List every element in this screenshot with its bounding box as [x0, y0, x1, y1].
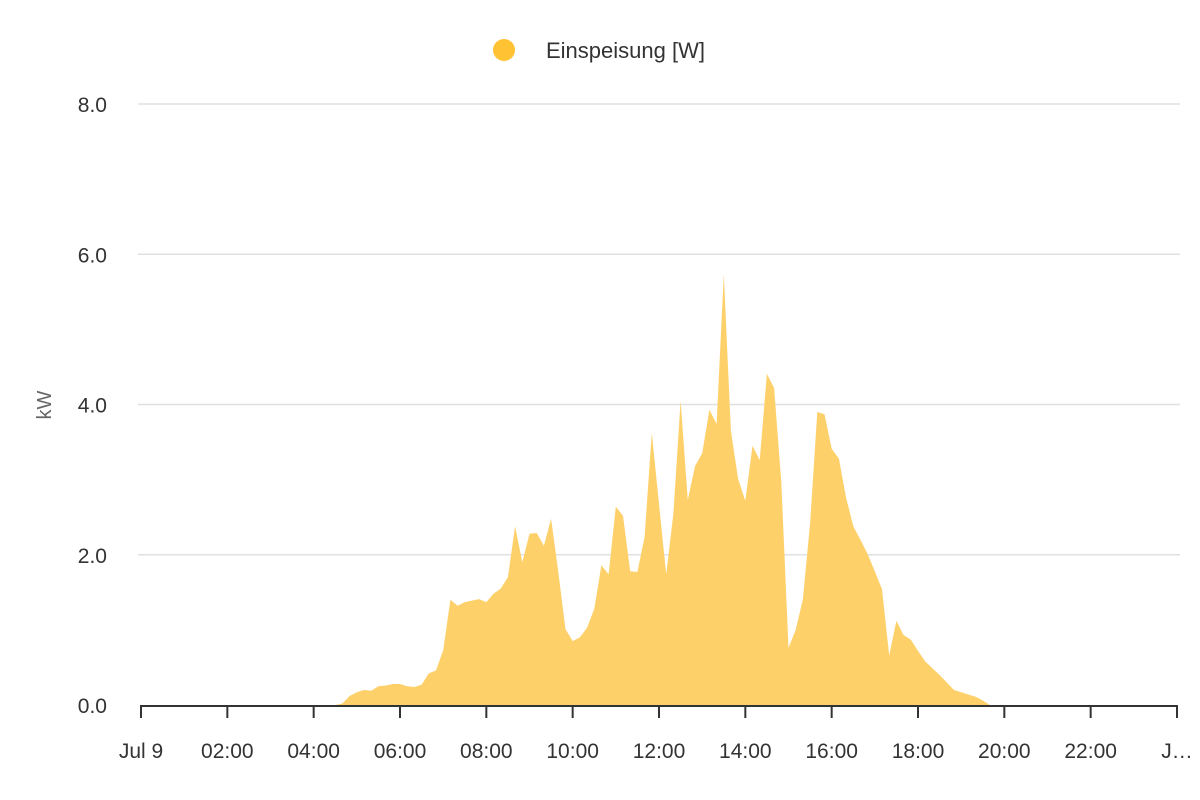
- x-tick-label: 18:00: [892, 740, 945, 763]
- x-tick-label: 04:00: [287, 740, 340, 763]
- legend-marker[interactable]: [493, 39, 515, 61]
- x-tick-label: 06:00: [374, 740, 427, 763]
- x-tick-label: Jul 9: [119, 740, 163, 763]
- x-tick-label: 10:00: [546, 740, 599, 763]
- y-tick-label: 6.0: [78, 244, 107, 267]
- y-axis: 0.0 2.0 4.0 6.0 8.0: [78, 94, 107, 718]
- x-tick-label: J…: [1161, 740, 1193, 763]
- legend[interactable]: Einspeisung [W]: [493, 38, 705, 63]
- x-tick-label: 16:00: [805, 740, 858, 763]
- x-axis: Jul 9 02:00 04:00 06:00 08:00 10:00 12:00 14:00…: [119, 705, 1193, 763]
- legend-label[interactable]: Einspeisung [W]: [546, 38, 705, 63]
- x-tick-label: 14:00: [719, 740, 772, 763]
- x-tick-label: 08:00: [460, 740, 513, 763]
- gridlines: [138, 103, 1180, 556]
- y-tick-label: 4.0: [78, 395, 107, 418]
- y-axis-title: kW: [34, 390, 56, 419]
- y-tick-label: 0.0: [78, 695, 107, 718]
- x-tick-label: 02:00: [201, 740, 254, 763]
- x-tick-label: 12:00: [633, 740, 686, 763]
- y-tick-label: 8.0: [78, 94, 107, 117]
- y-tick-label: 2.0: [78, 545, 107, 568]
- series-area-einspeisung[interactable]: [335, 274, 990, 706]
- x-tick-label: 22:00: [1064, 740, 1117, 763]
- x-tick-label: 20:00: [978, 740, 1031, 763]
